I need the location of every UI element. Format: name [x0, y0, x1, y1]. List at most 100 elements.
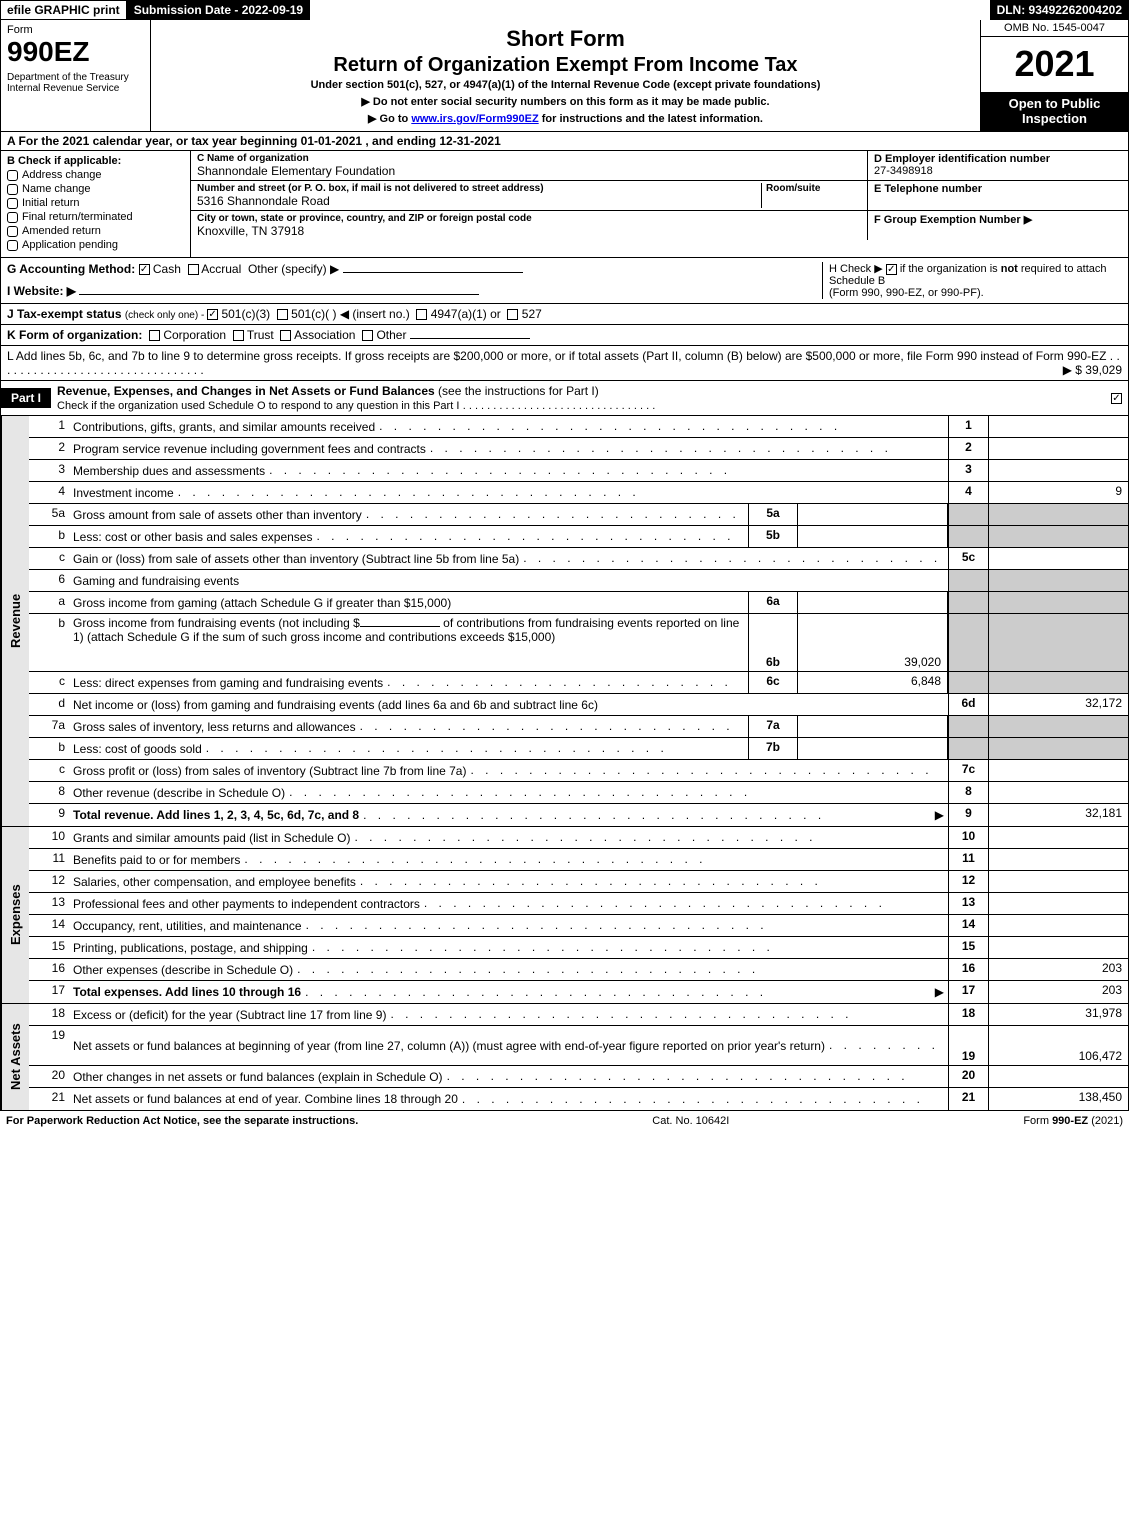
row-4: 4Investment income. . . . . . . . . . . … [29, 482, 1128, 504]
cb-4947[interactable] [416, 309, 427, 320]
cb-amended-return[interactable]: Amended return [7, 225, 184, 237]
row-10: 10Grants and similar amounts paid (list … [29, 827, 1128, 849]
g-other: Other (specify) ▶ [248, 262, 339, 276]
l-text: L Add lines 5b, 6c, and 7b to line 9 to … [7, 349, 1106, 363]
row-5b: bLess: cost or other basis and sales exp… [29, 526, 1128, 548]
form-title-block: Short Form Return of Organization Exempt… [151, 20, 980, 131]
e-label: E Telephone number [874, 183, 1122, 195]
footer-left: For Paperwork Reduction Act Notice, see … [6, 1115, 358, 1127]
footer-mid: Cat. No. 10642I [358, 1115, 1023, 1127]
k-label: K Form of organization: [7, 328, 142, 342]
row-7a: 7aGross sales of inventory, less returns… [29, 716, 1128, 738]
row-18: 18Excess or (deficit) for the year (Subt… [29, 1004, 1128, 1026]
row-5a: 5aGross amount from sale of assets other… [29, 504, 1128, 526]
row-3: 3Membership dues and assessments. . . . … [29, 460, 1128, 482]
cb-501c[interactable] [277, 309, 288, 320]
row-13: 13Professional fees and other payments t… [29, 893, 1128, 915]
box-c: C Name of organization Shannondale Eleme… [191, 151, 1128, 257]
vlabel-netassets: Net Assets [1, 1004, 29, 1110]
cb-cash[interactable] [139, 264, 150, 275]
dln-label: DLN: 93492262004202 [990, 0, 1129, 20]
ssn-warning: ▶ Do not enter social security numbers o… [157, 95, 974, 108]
row-6d: dNet income or (loss) from gaming and fu… [29, 694, 1128, 716]
goto-pre: ▶ Go to [368, 113, 411, 125]
room-label: Room/suite [766, 183, 861, 194]
row-20: 20Other changes in net assets or fund ba… [29, 1066, 1128, 1088]
cb-trust[interactable] [233, 330, 244, 341]
line-l: L Add lines 5b, 6c, and 7b to line 9 to … [0, 346, 1129, 381]
row-17: 17Total expenses. Add lines 10 through 1… [29, 981, 1128, 1003]
cb-final-return[interactable]: Final return/terminated [7, 211, 184, 223]
form-header: Form 990EZ Department of the Treasury In… [0, 20, 1129, 132]
row-9: 9Total revenue. Add lines 1, 2, 3, 4, 5c… [29, 804, 1128, 826]
j-label: J Tax-exempt status [7, 307, 125, 321]
block-bcdef: B Check if applicable: Address change Na… [0, 151, 1129, 258]
cb-schedule-b[interactable] [886, 264, 897, 275]
row-1: 1Contributions, gifts, grants, and simil… [29, 416, 1128, 438]
form-number: 990EZ [7, 36, 144, 68]
l-amount: ▶ $ 39,029 [1063, 363, 1122, 377]
part-1-table: Revenue 1Contributions, gifts, grants, a… [0, 416, 1129, 1111]
part-1-title: Revenue, Expenses, and Changes in Net As… [51, 381, 1111, 415]
cb-association[interactable] [280, 330, 291, 341]
cb-initial-return[interactable]: Initial return [7, 197, 184, 209]
cb-527[interactable] [507, 309, 518, 320]
cb-501c3[interactable] [207, 309, 218, 320]
g-label: G Accounting Method: [7, 262, 135, 276]
row-8: 8Other revenue (describe in Schedule O).… [29, 782, 1128, 804]
vlabel-revenue: Revenue [1, 416, 29, 826]
contrib-line[interactable] [360, 626, 440, 627]
row-6c: cLess: direct expenses from gaming and f… [29, 672, 1128, 694]
d-label: D Employer identification number [874, 153, 1122, 165]
footer-right: Form 990-EZ (2021) [1023, 1115, 1123, 1127]
street-address: 5316 Shannondale Road [197, 194, 761, 208]
row-15: 15Printing, publications, postage, and s… [29, 937, 1128, 959]
cb-address-change[interactable]: Address change [7, 169, 184, 181]
cb-name-change[interactable]: Name change [7, 183, 184, 195]
row-21: 21Net assets or fund balances at end of … [29, 1088, 1128, 1110]
row-12: 12Salaries, other compensation, and empl… [29, 871, 1128, 893]
row-14: 14Occupancy, rent, utilities, and mainte… [29, 915, 1128, 937]
form-id-block: Form 990EZ Department of the Treasury In… [1, 20, 151, 131]
block-gh: G Accounting Method: Cash Accrual Other … [0, 258, 1129, 304]
cb-other[interactable] [362, 330, 373, 341]
efile-label[interactable]: efile GRAPHIC print [0, 0, 127, 20]
row-6a: aGross income from gaming (attach Schedu… [29, 592, 1128, 614]
cb-application-pending[interactable]: Application pending [7, 239, 184, 251]
submission-date: Submission Date - 2022-09-19 [127, 0, 310, 20]
website-line[interactable] [79, 294, 479, 295]
box-b: B Check if applicable: Address change Na… [1, 151, 191, 257]
omb-number: OMB No. 1545-0047 [981, 20, 1128, 37]
footer: For Paperwork Reduction Act Notice, see … [0, 1111, 1129, 1131]
row-6: 6Gaming and fundraising events [29, 570, 1128, 592]
cb-accrual[interactable] [188, 264, 199, 275]
addr-label: Number and street (or P. O. box, if mail… [197, 183, 761, 194]
top-bar: efile GRAPHIC print Submission Date - 20… [0, 0, 1129, 20]
form-word: Form [7, 24, 144, 36]
ein-value: 27-3498918 [874, 165, 1122, 177]
city-label: City or town, state or province, country… [197, 213, 861, 224]
open-inspection: Open to Public Inspection [981, 92, 1128, 131]
part-1-sub: Check if the organization used Schedule … [57, 400, 459, 412]
i-label: I Website: ▶ [7, 284, 76, 298]
part-1-tab: Part I [1, 388, 51, 408]
short-form-title: Short Form [157, 26, 974, 52]
row-6b: bGross income from fundraising events (n… [29, 614, 1128, 672]
cb-schedule-o[interactable] [1111, 393, 1122, 404]
row-16: 16Other expenses (describe in Schedule O… [29, 959, 1128, 981]
g-other-line[interactable] [343, 272, 523, 273]
form-title: Return of Organization Exempt From Incom… [157, 54, 974, 77]
k-other-line[interactable] [410, 338, 530, 339]
line-k: K Form of organization: Corporation Trus… [0, 325, 1129, 346]
city-state-zip: Knoxville, TN 37918 [197, 224, 861, 238]
row-11: 11Benefits paid to or for members. . . .… [29, 849, 1128, 871]
goto-link[interactable]: www.irs.gov/Form990EZ [411, 113, 538, 125]
form-subtitle: Under section 501(c), 527, or 4947(a)(1)… [157, 79, 974, 91]
row-2: 2Program service revenue including gover… [29, 438, 1128, 460]
box-h: H Check ▶ if the organization is not req… [822, 262, 1122, 299]
box-b-label: B Check if applicable: [7, 155, 184, 167]
cb-corporation[interactable] [149, 330, 160, 341]
section-a: A For the 2021 calendar year, or tax yea… [0, 132, 1129, 151]
row-7c: cGross profit or (loss) from sales of in… [29, 760, 1128, 782]
tax-year: 2021 [981, 37, 1128, 92]
